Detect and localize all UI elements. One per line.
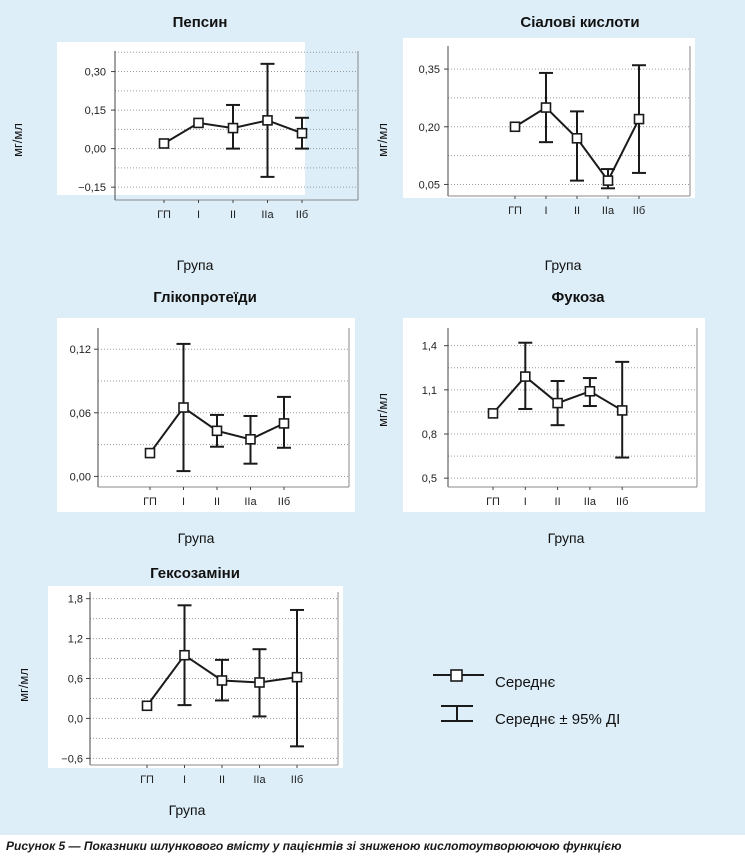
- mean-marker: [193, 117, 204, 129]
- mean-marker: [296, 127, 308, 139]
- x-tick-label: І: [182, 496, 185, 508]
- x-axis-label: Група: [169, 802, 206, 818]
- mean-marker: [519, 371, 531, 382]
- chart-4: 0,50,81,11,4ГП І ІІ ІІа ІІб: [403, 318, 705, 512]
- mean-marker: [144, 447, 156, 459]
- mean-marker: [552, 397, 563, 409]
- x-axis-label: Група: [545, 257, 582, 273]
- legend: Середнє Середнє ± 95% ДІ: [433, 669, 620, 728]
- x-tick-label: ІІ: [574, 205, 580, 217]
- mean-marker: [141, 700, 153, 712]
- chart-background: [403, 318, 705, 512]
- x-tick-label: ІІ: [555, 496, 561, 508]
- x-tick-label: ІІа: [584, 496, 597, 508]
- y-tick-label: 1,1: [422, 385, 437, 397]
- x-tick-label: І: [544, 205, 547, 217]
- mean-marker: [509, 121, 521, 133]
- legend-ci-label: Середнє ± 95% ДІ: [495, 711, 620, 728]
- y-tick-label: 0,6: [68, 674, 83, 686]
- y-tick-label: 1,8: [68, 594, 83, 606]
- y-axis-label: мг/мл: [375, 123, 390, 157]
- x-tick-label: ІІа: [602, 205, 615, 217]
- y-tick-label: 0,00: [70, 471, 91, 483]
- x-tick-label: ГП: [157, 209, 171, 221]
- y-tick-label: −0,15: [78, 182, 106, 194]
- x-tick-label: ІІ: [214, 496, 220, 508]
- mean-marker: [616, 405, 628, 416]
- mean-marker: [291, 671, 303, 683]
- y-tick-label: 0,12: [70, 344, 91, 356]
- y-tick-label: 0,06: [70, 408, 91, 420]
- mean-marker: [278, 418, 290, 429]
- mean-marker: [158, 138, 170, 149]
- y-axis-label: мг/мл: [16, 668, 31, 702]
- chart-title: Гексозаміни: [150, 565, 240, 582]
- mean-marker: [602, 175, 614, 186]
- mean-marker: [245, 433, 256, 445]
- x-tick-label: І: [197, 209, 200, 221]
- y-tick-label: 0,8: [422, 429, 437, 441]
- legend-mean-marker: [450, 669, 463, 682]
- y-axis-label: мг/мл: [10, 123, 25, 157]
- y-tick-label: 0,00: [85, 144, 106, 156]
- x-axis-label: Група: [177, 257, 214, 273]
- mean-marker: [216, 675, 228, 686]
- y-tick-label: 1,2: [68, 634, 83, 646]
- chart-background: [57, 318, 355, 512]
- x-tick-label: І: [183, 774, 186, 786]
- mean-marker: [487, 408, 499, 419]
- y-tick-label: 0,35: [419, 64, 440, 76]
- legend-mean-label: Середнє: [495, 674, 556, 691]
- x-tick-label: ІІ: [230, 209, 236, 221]
- x-tick-label: ІІб: [296, 209, 308, 221]
- mean-marker: [633, 113, 645, 125]
- mean-marker: [540, 102, 552, 113]
- mean-marker: [178, 402, 189, 413]
- x-tick-label: ІІб: [278, 496, 290, 508]
- y-tick-label: 1,4: [422, 341, 437, 353]
- y-tick-label: 0,0: [68, 713, 83, 725]
- mean-marker: [571, 133, 583, 144]
- mean-marker: [179, 649, 190, 661]
- x-tick-label: ГП: [143, 496, 157, 508]
- x-tick-label: ГП: [140, 774, 154, 786]
- x-tick-label: ІІа: [261, 209, 274, 221]
- x-tick-label: ІІб: [291, 774, 303, 786]
- chart-5: −0,60,00,61,21,8ГП І ІІ ІІа ІІб: [48, 586, 343, 786]
- chart-title: Сіалові кислоти: [520, 14, 639, 31]
- figure-panel: −0,15 0,00 0,15 0,30 ГП І ІІ ІІа ІІб Пепсин Група м…: [0, 0, 745, 835]
- y-axis-label: мг/мл: [375, 393, 390, 427]
- y-tick-label: 0,30: [85, 67, 106, 79]
- x-tick-label: І: [524, 496, 527, 508]
- x-tick-label: ІІ: [219, 774, 225, 786]
- y-tick-label: 0,05: [419, 179, 440, 191]
- mean-marker: [262, 115, 273, 126]
- y-tick-label: 0,15: [85, 105, 106, 117]
- chart-background: [403, 38, 695, 198]
- x-tick-label: ГП: [508, 205, 522, 217]
- chart-title: Пепсин: [173, 14, 228, 31]
- y-tick-label: 0,5: [422, 473, 437, 485]
- x-tick-label: ІІа: [253, 774, 266, 786]
- y-tick-label: 0,20: [419, 122, 440, 134]
- x-tick-label: ІІб: [616, 496, 628, 508]
- x-axis-label: Група: [548, 530, 585, 546]
- x-tick-label: ІІб: [633, 205, 645, 217]
- mean-marker: [227, 122, 239, 134]
- x-axis-label: Група: [178, 530, 215, 546]
- chart-title: Глікопротеїди: [153, 289, 257, 306]
- mean-marker: [211, 425, 223, 437]
- x-tick-label: ІІа: [244, 496, 257, 508]
- x-tick-label: ГП: [486, 496, 500, 508]
- mean-marker: [584, 386, 596, 397]
- mean-marker: [254, 677, 265, 688]
- y-tick-label: −0,6: [61, 753, 83, 765]
- figure-caption: Рисунок 5 — Показники шлункового вмісту …: [0, 836, 745, 858]
- chart-title: Фукоза: [551, 289, 605, 306]
